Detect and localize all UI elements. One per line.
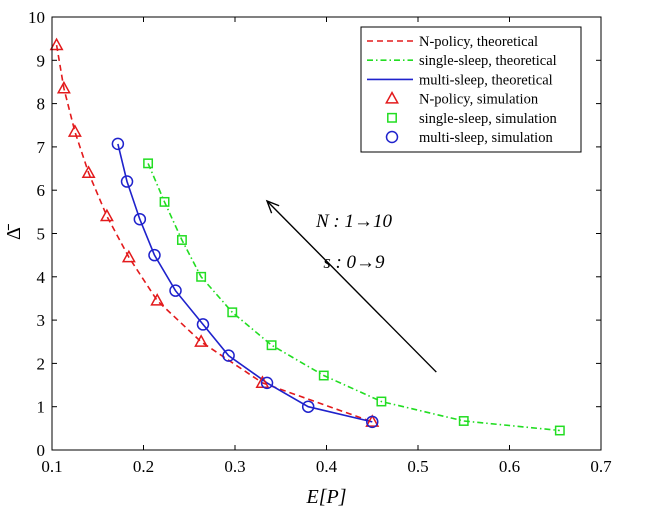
x-tick-label: 0.1 [41,457,62,476]
data-point-n-policy-simulation [81,165,96,178]
y-tick-label: 3 [37,311,46,330]
legend-label-multi-sleep-theoretical: multi-sleep, theoretical [419,72,553,88]
y-tick-label: 2 [37,354,46,373]
data-point-multi-sleep-simulation [301,400,315,413]
data-point-multi-sleep-simulation [148,248,161,262]
x-axis-label: E[P] [306,486,347,508]
x-tick-label: 0.5 [407,457,428,476]
legend: N-policy, theoretical single-sleep, theor… [360,26,582,153]
data-point-multi-sleep-simulation [111,137,125,151]
data-point-n-policy-simulation [255,375,270,388]
legend-label-single-sleep-simulation: single-sleep, simulation [419,111,557,127]
axes-layer: 0.1 0.2 0.3 0.4 0.5 0.6 0.7 0 1 2 3 4 5 6 7 8 9 10 E[P] Δ̄ [3,8,612,508]
series-line-n-policy-theoretical [55,44,373,423]
y-tick-label: 8 [37,95,46,114]
legend-label-multi-sleep-simulation: multi-sleep, simulation [419,130,553,146]
legend-label-single-sleep-theoretical: single-sleep, theoretical [419,53,557,69]
data-point-n-policy-simulation [99,208,114,222]
x-tick-label: 0.6 [499,457,520,476]
data-point-n-policy-simulation [121,249,136,263]
y-tick-label: 4 [37,268,46,287]
data-point-multi-sleep-simulation [120,175,134,188]
data-point-single-sleep-simulation [159,196,170,207]
data-point-multi-sleep-simulation [169,284,182,297]
x-tick-label: 0.2 [133,457,154,476]
data-point-single-sleep-simulation [318,370,329,381]
data-point-n-policy-simulation [49,37,64,51]
legend-swatch-multi-sleep-simulation [385,130,399,144]
annotation-text: N : 1→10 [315,211,393,232]
x-tick-label: 0.3 [224,457,245,476]
trend-arrow-line [266,200,437,373]
data-point-n-policy-simulation [194,334,209,347]
y-axis-label: Δ̄ [3,223,25,240]
x-tick-label: 0.4 [316,457,338,476]
annotation-layer: N : 1→10 s : 0→9 [265,199,437,373]
data-point-single-sleep-simulation [458,416,469,426]
y-tick-label: 9 [37,51,46,70]
y-tick-label: 1 [37,398,46,417]
data-point-multi-sleep-simulation [222,349,235,362]
x-tick-label: 0.7 [590,457,612,476]
data-point-multi-sleep-simulation [133,212,147,226]
data-point-n-policy-simulation [67,124,82,137]
legend-swatch-single-sleep-simulation [387,112,397,123]
data-point-single-sleep-simulation [143,158,154,169]
data-point-single-sleep-simulation [376,396,387,407]
data-point-multi-sleep-simulation [260,376,274,390]
y-tick-label: 6 [37,181,46,200]
legend-swatch-n-policy-simulation [385,91,399,104]
y-tick-label: 10 [28,8,45,27]
data-point-n-policy-simulation [365,414,380,427]
data-point-multi-sleep-simulation [366,415,379,429]
series-line-multi-sleep-theoretical [117,143,373,423]
data-point-single-sleep-simulation [266,340,277,351]
y-tick-label: 7 [37,138,46,157]
data-point-n-policy-simulation [56,80,71,94]
y-tick-label: 0 [37,441,46,460]
trend-arrow-head [265,199,280,214]
data-point-n-policy-simulation [150,293,165,306]
data-point-single-sleep-simulation [196,271,207,282]
legend-label-n-policy-simulation: N-policy, simulation [419,92,539,108]
annotation-text: s : 0→9 [323,252,385,273]
series-markers-layer [49,37,565,436]
legend-box [360,26,582,153]
legend-label-n-policy-theoretical: N-policy, theoretical [419,34,538,50]
y-tick-label: 5 [37,225,46,244]
data-point-multi-sleep-simulation [196,318,210,331]
data-point-single-sleep-simulation [176,235,187,245]
series-line-single-sleep-theoretical [147,163,560,432]
series-lines-layer [55,44,560,432]
data-point-single-sleep-simulation [554,425,565,436]
data-point-single-sleep-simulation [227,307,238,318]
